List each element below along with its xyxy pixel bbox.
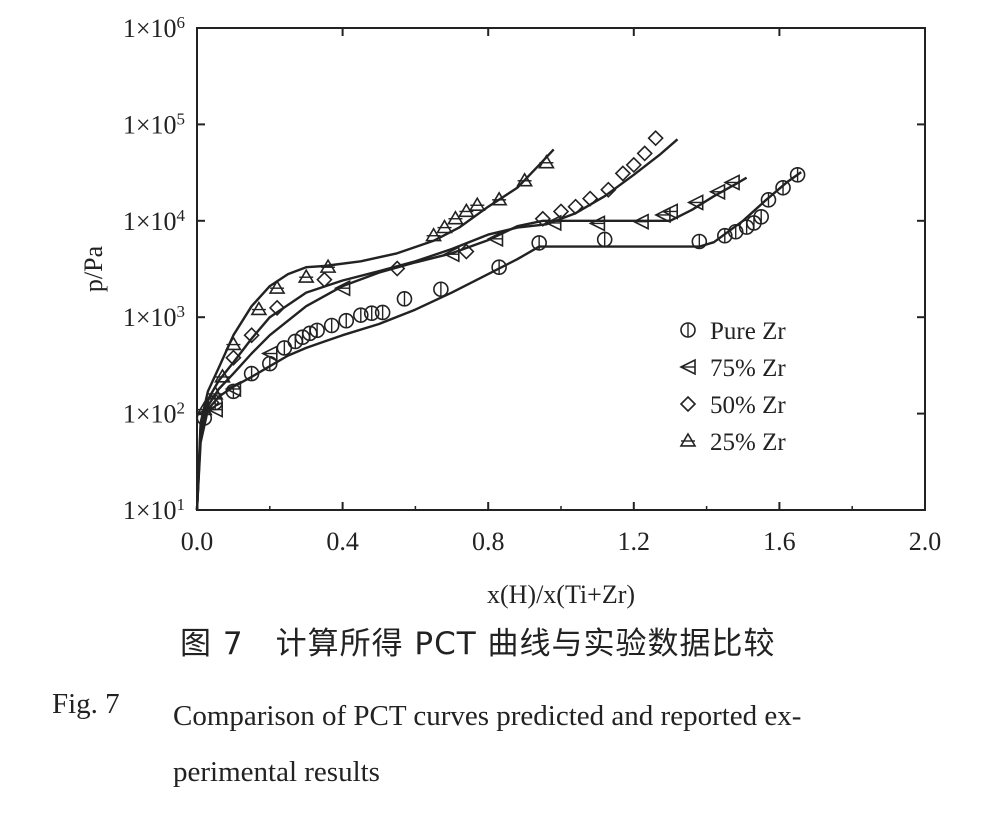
figure-caption-label: Fig. 7 [52,688,120,720]
point-25-zr [206,385,224,400]
point-50-zr [243,327,260,344]
x-tick-label: 0.0 [181,527,214,556]
point-25-zr [468,196,486,211]
point-25-zr [516,172,533,187]
point-50-zr [625,156,642,174]
x-tick-label: 1.6 [763,527,796,556]
figure-caption-english: Comparison of PCT curves predicted and r… [173,700,802,788]
y-axis-label: p/Pa [79,245,108,292]
point-25-zr [225,335,242,351]
y-tick-label: 1×101 [123,495,185,526]
legend-marker-50-zr [679,395,697,413]
legend-label-25-zr: 25% Zr [710,429,786,456]
y-tick-label: 1×105 [123,109,185,140]
point-25-zr [538,154,555,169]
point-25-zr [490,191,508,206]
pct-chart: 0.0 0.4 0.8 1.2 1.6 2.0 1×101 1×102 1×103 1×104 1×… [79,13,942,610]
y-tick-label: 1×106 [123,13,185,44]
point-25-zr [425,227,442,242]
point-50-zr [458,243,475,260]
y-tick-label: 1×104 [123,205,186,236]
x-tick-label: 2.0 [909,527,942,556]
figure-caption-chinese: 图 7 计算所得 PCT 曲线与实验数据比较 [180,626,776,662]
legend-label-50-zr: 50% Zr [710,392,786,419]
x-tick-label: 0.8 [472,527,505,556]
point-25-zr [447,210,464,225]
legend-label-75-zr: 75% Zr [710,355,786,382]
y-tick-label: 1×102 [123,398,185,429]
point-25-zr [319,258,337,273]
point-50-zr [389,260,406,277]
point-50-zr [268,299,286,316]
point-50-zr [581,190,599,207]
point-25-zr [436,219,453,234]
point-50-zr [225,349,242,366]
x-axis-label: x(H)/x(Ti+Zr) [487,580,635,609]
point-50-zr [552,203,570,220]
point-25-zr [250,300,268,316]
point-50-zr [567,198,584,215]
y-tick-label: 1×103 [123,302,185,333]
point-50-zr [614,165,632,182]
point-25-zr [268,279,286,294]
x-tick-label: 0.4 [326,527,359,556]
point-25-zr [214,368,231,383]
point-25-zr [297,268,315,283]
point-50-zr [316,271,333,288]
point-50-zr [636,145,653,162]
point-50-zr [534,210,551,227]
point-50-zr [647,130,664,147]
point-25-zr [195,401,213,416]
legend-marker-25-zr [679,432,697,447]
point-50-zr [600,181,617,198]
legend-label-pure-zr: Pure Zr [710,318,786,345]
x-tick-label: 1.2 [618,527,651,556]
